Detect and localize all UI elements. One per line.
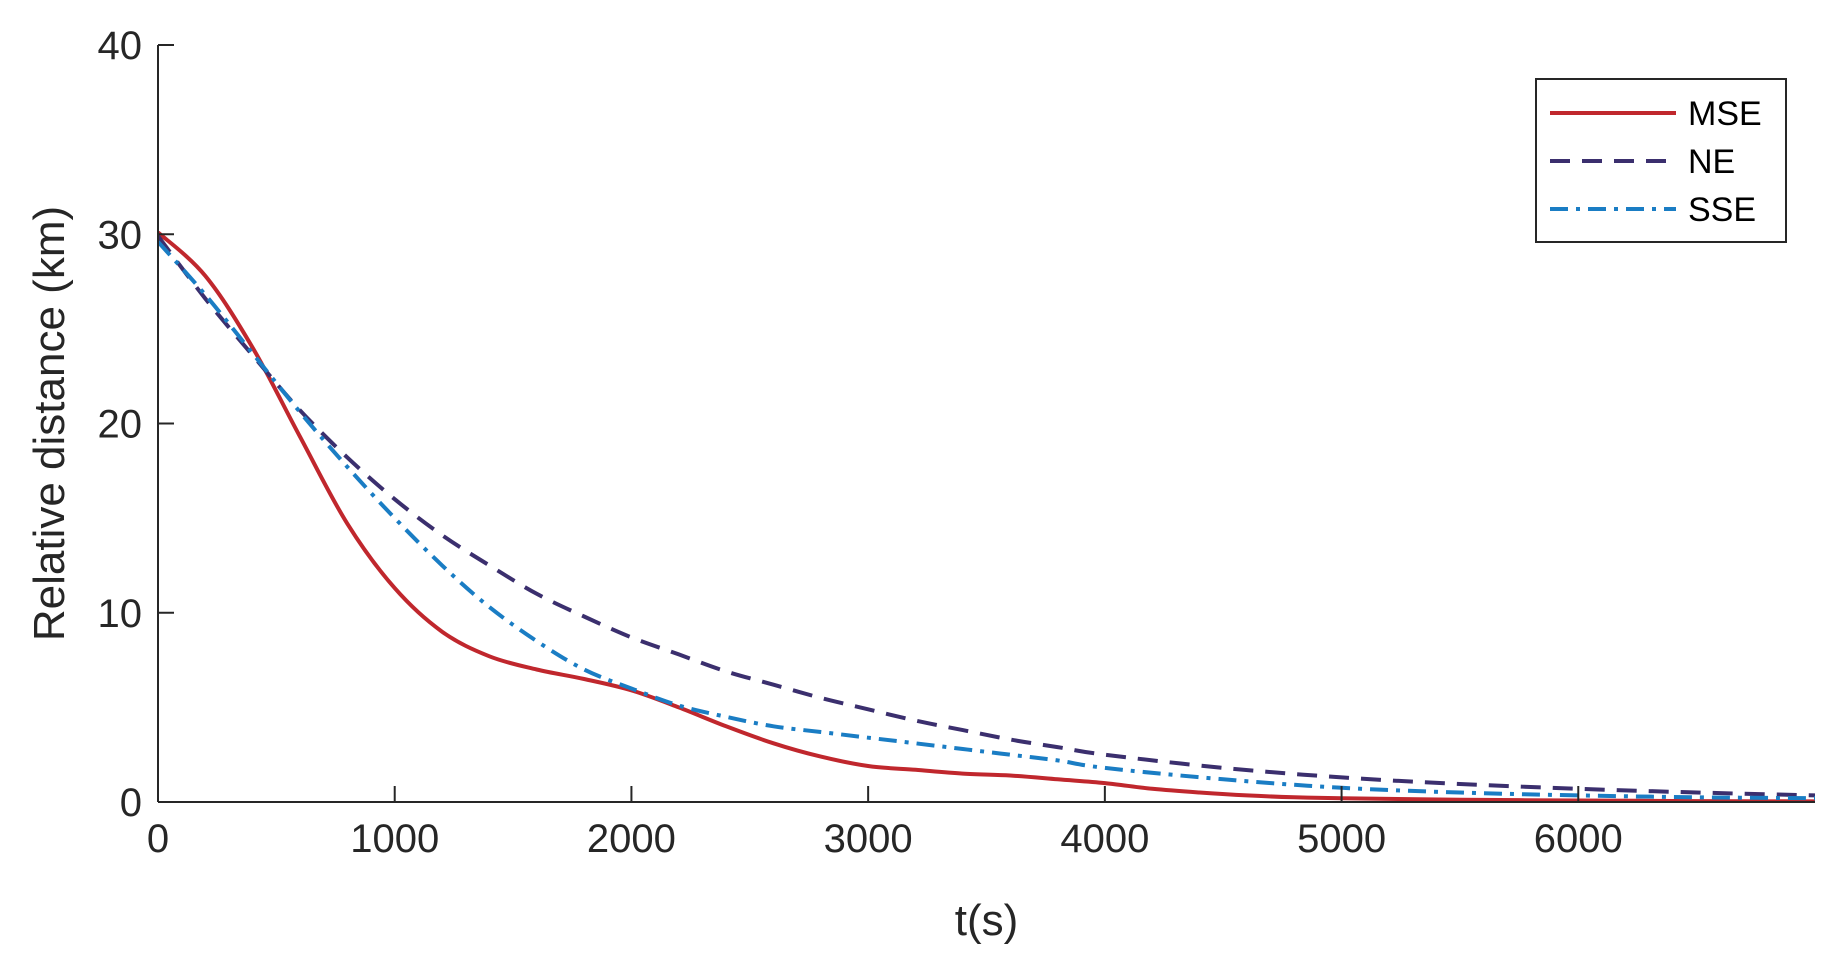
x-tick-label: 1000 [350, 817, 439, 861]
x-tick-label: 3000 [824, 817, 913, 861]
y-axis-title: Relative distance (km) [25, 206, 74, 641]
y-tick-label: 10 [98, 592, 143, 636]
x-tick-label: 4000 [1060, 817, 1149, 861]
y-tick-label: 20 [98, 403, 143, 447]
series-line-mse [158, 230, 1815, 802]
y-tick-label: 40 [98, 24, 143, 68]
x-tick-label: 0 [147, 817, 169, 861]
series-line-sse [158, 240, 1815, 801]
legend: MSE NE SSE [1535, 78, 1787, 243]
legend-label-mse: MSE [1688, 95, 1762, 133]
y-tick-label: 30 [98, 213, 143, 257]
plot-area [158, 230, 1815, 802]
x-axis: 0 1000 2000 3000 4000 5000 6000 [147, 786, 1815, 861]
x-tick-label: 6000 [1534, 817, 1623, 861]
x-tick-label: 5000 [1297, 817, 1386, 861]
y-axis: 0 10 20 30 40 [98, 24, 174, 825]
y-tick-label: 0 [120, 781, 142, 825]
x-axis-title: t(s) [955, 896, 1019, 945]
legend-label-sse: SSE [1688, 191, 1756, 229]
series-line-ne [158, 234, 1815, 798]
legend-label-ne: NE [1688, 143, 1735, 181]
x-tick-label: 2000 [587, 817, 676, 861]
